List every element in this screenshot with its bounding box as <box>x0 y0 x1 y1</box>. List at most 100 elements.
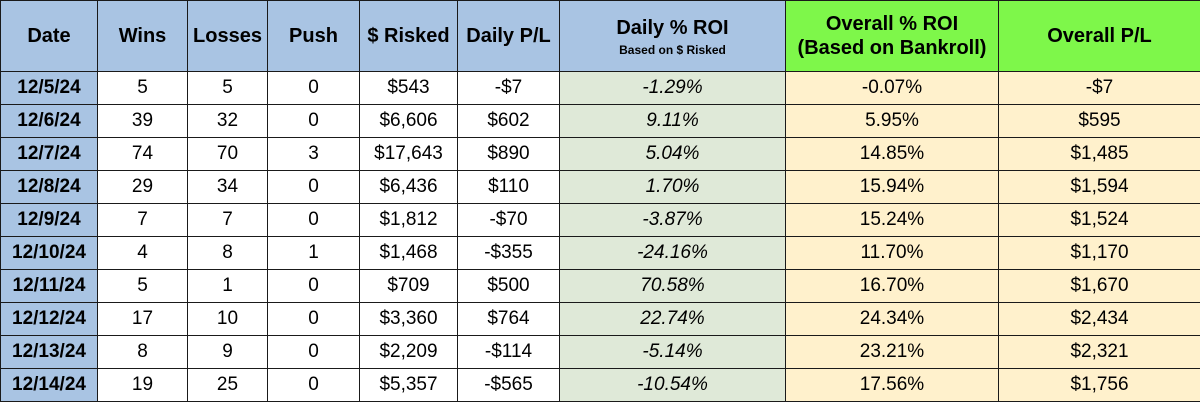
cell-daily-roi: 9.11% <box>559 104 786 138</box>
cell-wins: 7 <box>97 203 188 237</box>
cell-overall-pl: -$7 <box>998 71 1200 105</box>
cell-wins: 39 <box>97 104 188 138</box>
table-row: 12/12/24 17 10 0 $3,360 $764 22.74% 24.34% $2,43… <box>0 302 1200 336</box>
cell-date: 12/10/24 <box>0 236 98 270</box>
cell-overall-pl: $1,524 <box>998 203 1200 237</box>
header-overall-roi: Overall % ROI (Based on Bankroll) <box>785 0 999 72</box>
cell-risked: $3,360 <box>359 302 458 336</box>
table-row: 12/6/24 39 32 0 $6,606 $602 9.11% 5.95% $595 <box>0 104 1200 138</box>
cell-wins: 5 <box>97 269 188 303</box>
table-row: 12/7/24 74 70 3 $17,643 $890 5.04% 14.85% $1,485 <box>0 137 1200 171</box>
cell-overall-roi: 15.24% <box>785 203 999 237</box>
cell-risked: $17,643 <box>359 137 458 171</box>
cell-wins: 17 <box>97 302 188 336</box>
cell-losses: 10 <box>187 302 268 336</box>
cell-daily-pl: -$7 <box>457 71 560 105</box>
cell-push: 0 <box>267 335 360 369</box>
cell-date: 12/6/24 <box>0 104 98 138</box>
cell-overall-roi: 17.56% <box>785 368 999 402</box>
cell-overall-pl: $1,170 <box>998 236 1200 270</box>
cell-risked: $2,209 <box>359 335 458 369</box>
table-row: 12/11/24 5 1 0 $709 $500 70.58% 16.70% $1,670 <box>0 269 1200 303</box>
cell-push: 0 <box>267 170 360 204</box>
cell-push: 0 <box>267 203 360 237</box>
table-row: 12/13/24 8 9 0 $2,209 -$114 -5.14% 23.21% $2,321 <box>0 335 1200 369</box>
cell-overall-pl: $1,485 <box>998 137 1200 171</box>
cell-date: 12/14/24 <box>0 368 98 402</box>
cell-risked: $1,812 <box>359 203 458 237</box>
cell-wins: 4 <box>97 236 188 270</box>
table-row: 12/9/24 7 7 0 $1,812 -$70 -3.87% 15.24% $1,524 <box>0 203 1200 237</box>
cell-overall-roi: 24.34% <box>785 302 999 336</box>
cell-daily-roi: -1.29% <box>559 71 786 105</box>
cell-losses: 9 <box>187 335 268 369</box>
cell-overall-pl: $1,594 <box>998 170 1200 204</box>
header-overall-roi-line2: (Based on Bankroll) <box>797 37 987 59</box>
cell-overall-pl: $1,756 <box>998 368 1200 402</box>
cell-overall-roi: 23.21% <box>785 335 999 369</box>
cell-risked: $709 <box>359 269 458 303</box>
header-wins: Wins <box>97 0 188 72</box>
header-losses: Losses <box>187 0 268 72</box>
header-daily-roi: Daily % ROI Based on $ Risked <box>559 0 786 72</box>
cell-risked: $5,357 <box>359 368 458 402</box>
header-daily-pl: Daily P/L <box>457 0 560 72</box>
cell-daily-roi: -3.87% <box>559 203 786 237</box>
header-row: Date Wins Losses Push $ Risked Daily P/L… <box>0 0 1200 72</box>
cell-overall-pl: $1,670 <box>998 269 1200 303</box>
table-row: 12/10/24 4 8 1 $1,468 -$355 -24.16% 11.70% $1,17… <box>0 236 1200 270</box>
header-push: Push <box>267 0 360 72</box>
cell-push: 0 <box>267 302 360 336</box>
cell-losses: 32 <box>187 104 268 138</box>
cell-push: 1 <box>267 236 360 270</box>
cell-wins: 5 <box>97 71 188 105</box>
table-row: 12/14/24 19 25 0 $5,357 -$565 -10.54% 17.56% $1,… <box>0 368 1200 402</box>
cell-daily-roi: 22.74% <box>559 302 786 336</box>
cell-date: 12/7/24 <box>0 137 98 171</box>
table-body: 12/5/24 5 5 0 $543 -$7 -1.29% -0.07% -$7 12/6/24 3… <box>0 71 1200 402</box>
cell-date: 12/13/24 <box>0 335 98 369</box>
cell-daily-pl: -$565 <box>457 368 560 402</box>
header-daily-roi-subtitle: Based on $ Risked <box>619 42 726 57</box>
header-risked: $ Risked <box>359 0 458 72</box>
cell-daily-roi: -5.14% <box>559 335 786 369</box>
cell-losses: 8 <box>187 236 268 270</box>
cell-overall-pl: $2,321 <box>998 335 1200 369</box>
header-daily-roi-title: Daily % ROI <box>616 16 729 39</box>
cell-overall-roi: -0.07% <box>785 71 999 105</box>
cell-risked: $6,606 <box>359 104 458 138</box>
cell-push: 0 <box>267 269 360 303</box>
header-overall-roi-line1: Overall % ROI <box>825 13 959 35</box>
cell-daily-roi: -10.54% <box>559 368 786 402</box>
cell-push: 0 <box>267 104 360 138</box>
cell-date: 12/8/24 <box>0 170 98 204</box>
cell-wins: 19 <box>97 368 188 402</box>
cell-losses: 25 <box>187 368 268 402</box>
cell-overall-roi: 15.94% <box>785 170 999 204</box>
cell-push: 0 <box>267 368 360 402</box>
cell-daily-roi: 5.04% <box>559 137 786 171</box>
cell-wins: 74 <box>97 137 188 171</box>
cell-losses: 70 <box>187 137 268 171</box>
cell-push: 3 <box>267 137 360 171</box>
cell-overall-roi: 11.70% <box>785 236 999 270</box>
cell-daily-pl: $110 <box>457 170 560 204</box>
cell-daily-pl: $602 <box>457 104 560 138</box>
cell-date: 12/9/24 <box>0 203 98 237</box>
cell-date: 12/11/24 <box>0 269 98 303</box>
cell-daily-pl: $890 <box>457 137 560 171</box>
cell-losses: 34 <box>187 170 268 204</box>
table-row: 12/8/24 29 34 0 $6,436 $110 1.70% 15.94% $1,594 <box>0 170 1200 204</box>
cell-daily-pl: -$70 <box>457 203 560 237</box>
cell-daily-pl: $500 <box>457 269 560 303</box>
cell-daily-roi: 70.58% <box>559 269 786 303</box>
header-overall-pl: Overall P/L <box>998 0 1200 72</box>
cell-overall-roi: 5.95% <box>785 104 999 138</box>
cell-losses: 5 <box>187 71 268 105</box>
cell-risked: $543 <box>359 71 458 105</box>
cell-risked: $6,436 <box>359 170 458 204</box>
cell-date: 12/5/24 <box>0 71 98 105</box>
cell-risked: $1,468 <box>359 236 458 270</box>
header-date: Date <box>0 0 98 72</box>
